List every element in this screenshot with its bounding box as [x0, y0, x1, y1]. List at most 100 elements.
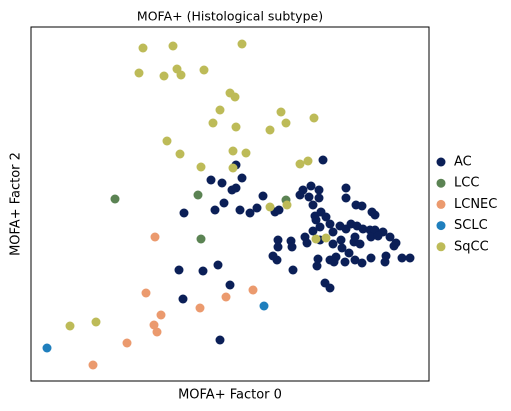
- point: [235, 205, 245, 215]
- point: [311, 234, 321, 244]
- point: [350, 255, 360, 265]
- point: [328, 239, 338, 249]
- point: [341, 183, 351, 193]
- point: [312, 261, 322, 271]
- point: [373, 231, 383, 241]
- point: [321, 233, 331, 243]
- point: [179, 208, 189, 218]
- point: [245, 208, 255, 218]
- point: [225, 280, 235, 290]
- point: [405, 253, 415, 263]
- legend-label: LCNEC: [454, 197, 497, 212]
- point: [314, 193, 324, 203]
- point: [152, 327, 162, 337]
- point: [357, 201, 367, 211]
- point: [206, 175, 216, 185]
- point: [219, 198, 229, 208]
- point: [329, 257, 339, 267]
- point: [340, 257, 350, 267]
- point: [313, 254, 323, 264]
- point: [391, 238, 401, 248]
- point: [336, 235, 346, 245]
- point: [325, 219, 335, 229]
- point: [325, 283, 335, 293]
- point: [381, 251, 391, 261]
- point: [337, 243, 347, 253]
- point: [308, 226, 318, 236]
- point: [213, 260, 223, 270]
- point: [295, 159, 305, 169]
- point: [228, 146, 238, 156]
- legend-label: SCLC: [454, 218, 488, 233]
- point: [302, 238, 312, 248]
- legend-label: LCC: [454, 176, 479, 191]
- chart-title: MOFA+ (Histological subtype): [137, 9, 323, 24]
- point: [199, 65, 209, 75]
- point: [273, 242, 283, 252]
- point: [357, 258, 367, 268]
- legend-marker: [436, 178, 446, 188]
- legend-label: AC: [454, 155, 472, 170]
- point: [91, 317, 101, 327]
- point: [195, 303, 205, 313]
- point: [231, 183, 241, 193]
- point: [355, 239, 365, 249]
- point: [248, 285, 258, 295]
- point: [385, 232, 395, 242]
- point: [228, 163, 238, 173]
- point: [259, 301, 269, 311]
- point: [178, 294, 188, 304]
- legend-marker: [436, 199, 446, 209]
- point: [215, 105, 225, 115]
- point: [174, 265, 184, 275]
- point: [321, 212, 331, 222]
- point: [265, 202, 275, 212]
- point: [159, 71, 169, 81]
- point: [141, 288, 151, 298]
- point: [150, 232, 160, 242]
- point: [162, 136, 172, 146]
- point: [241, 148, 251, 158]
- point: [176, 70, 186, 80]
- point: [309, 113, 319, 123]
- point: [208, 118, 218, 128]
- point: [314, 185, 324, 195]
- point: [288, 265, 298, 275]
- point: [175, 149, 185, 159]
- point: [237, 173, 247, 183]
- x-axis-label: MOFA+ Factor 0: [178, 388, 282, 403]
- point: [341, 193, 351, 203]
- point: [88, 360, 98, 370]
- point: [210, 205, 220, 215]
- point: [315, 222, 325, 232]
- point: [287, 242, 297, 252]
- point: [215, 335, 225, 345]
- legend-marker: [436, 221, 446, 231]
- point: [268, 251, 278, 261]
- point: [122, 338, 132, 348]
- point: [273, 235, 283, 245]
- point: [65, 321, 75, 331]
- point: [311, 215, 321, 225]
- point: [134, 68, 144, 78]
- point: [308, 200, 318, 210]
- point: [274, 205, 284, 215]
- point: [196, 162, 206, 172]
- point: [397, 253, 407, 263]
- point: [156, 310, 166, 320]
- point: [168, 41, 178, 51]
- legend-marker: [436, 242, 446, 252]
- point: [366, 232, 376, 242]
- point: [138, 43, 148, 53]
- point: [358, 224, 368, 234]
- point: [196, 234, 206, 244]
- point: [303, 156, 313, 166]
- point: [276, 107, 286, 117]
- point: [306, 181, 316, 191]
- point: [318, 155, 328, 165]
- point: [217, 178, 227, 188]
- point: [149, 320, 159, 330]
- point: [193, 190, 203, 200]
- plot-frame: [30, 26, 430, 382]
- point: [370, 210, 380, 220]
